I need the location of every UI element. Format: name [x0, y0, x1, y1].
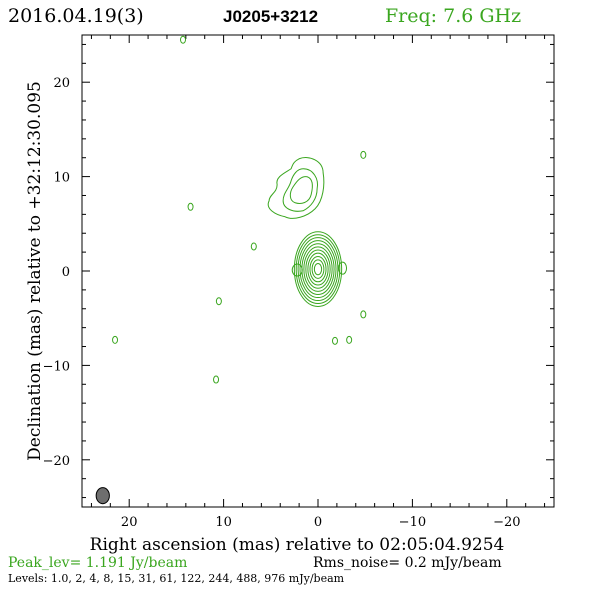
- tick-labels: 20 10 0 −10 −20 20 10 0 −10 −20: [43, 76, 521, 530]
- core-side-contour: [338, 261, 348, 275]
- core-contour: [297, 237, 339, 302]
- core-contour: [299, 240, 337, 299]
- core-contour: [293, 231, 343, 307]
- core-contour: [301, 243, 335, 295]
- y-tick-label: −20: [43, 454, 70, 469]
- core-contour: [295, 234, 341, 305]
- isolated-contour: [180, 35, 187, 44]
- core-contour: [305, 249, 331, 289]
- rms-noise: Rms_noise= 0.2 mJy/beam: [313, 555, 502, 571]
- core-side-contour: [291, 263, 303, 277]
- x-tick-label: 20: [121, 515, 138, 530]
- observation-date: 2016.04.19(3): [8, 5, 144, 27]
- core-contour: [309, 255, 327, 283]
- jet-contour: [267, 157, 325, 219]
- core-contour: [311, 259, 325, 279]
- jet-contour: [289, 176, 313, 204]
- frequency-label: Freq: 7.6 GHz: [385, 5, 521, 27]
- isolated-contour: [360, 310, 367, 319]
- x-tick-label: 0: [314, 515, 322, 530]
- x-tick-label: −10: [399, 515, 426, 530]
- x-tick-label: −20: [493, 515, 520, 530]
- y-tick-label: 0: [62, 265, 70, 280]
- contour-layer: [95, 35, 367, 505]
- y-tick-label: −10: [43, 359, 70, 374]
- isolated-contour: [213, 375, 220, 384]
- x-tick-label: 10: [215, 515, 232, 530]
- y-tick-label: 20: [53, 76, 70, 91]
- core-contour: [307, 252, 329, 286]
- core-contour: [303, 246, 333, 292]
- x-axis-label: Right ascension (mas) relative to 02:05:…: [90, 535, 505, 555]
- axis-ticks: [82, 35, 554, 507]
- y-axis-label: Declination (mas) relative to +32:12:30.…: [25, 81, 45, 461]
- core-contour: [313, 262, 323, 276]
- isolated-contour: [112, 335, 119, 344]
- contour-levels: Levels: 1.0, 2, 4, 8, 15, 31, 61, 122, 2…: [8, 572, 345, 585]
- beam-ellipse: [95, 487, 110, 505]
- isolated-contour: [346, 335, 353, 344]
- isolated-contour: [215, 297, 222, 306]
- isolated-contour: [250, 242, 257, 251]
- source-name: J0205+3212: [223, 7, 318, 26]
- isolated-contour: [360, 150, 367, 159]
- peak-level: Peak_lev= 1.191 Jy/beam: [8, 555, 187, 571]
- y-tick-label: 10: [53, 171, 70, 186]
- jet-contour: [282, 168, 319, 212]
- isolated-contour: [187, 202, 194, 211]
- isolated-contour: [331, 336, 338, 345]
- plot-frame: [81, 34, 555, 508]
